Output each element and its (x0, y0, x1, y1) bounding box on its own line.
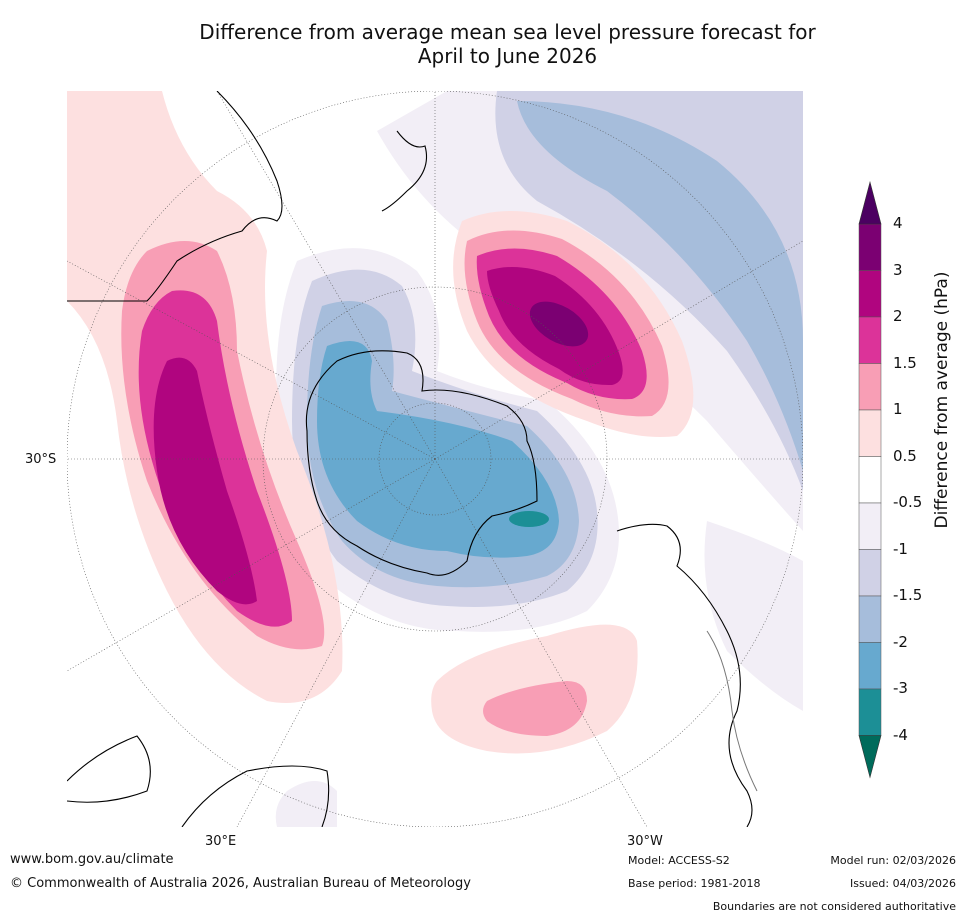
model-run-date: Model run: 02/03/2026 (830, 854, 956, 867)
pressure-anomaly-map (67, 91, 803, 827)
colorbar-bin (858, 502, 882, 550)
colorbar-tick-label: -2 (893, 632, 908, 651)
south-america-coast (616, 523, 753, 827)
colorbar-tick-label: -3 (893, 679, 908, 697)
colorbar-tick-label: 1.5 (893, 353, 917, 372)
colorbar-bin (858, 409, 882, 457)
colorbar-bin (858, 270, 882, 318)
anomaly-region-atlantic-high (431, 624, 638, 754)
colorbar-title: Difference from average (hPa) (932, 271, 952, 529)
colorbar (858, 180, 882, 779)
colorbar-bin (858, 688, 882, 736)
website-link[interactable]: www.bom.gov.au/climate (10, 852, 174, 867)
base-period: Base period: 1981-2018 (628, 877, 761, 890)
colorbar-tick-label: -1.5 (893, 586, 923, 604)
australia-coast (67, 91, 283, 302)
chart-title-line2: April to June 2026 (417, 44, 598, 68)
colorbar-over-arrow (858, 180, 882, 225)
colorbar-bin (858, 456, 882, 504)
anomaly-region-antarctic-low (276, 248, 619, 632)
colorbar-bin (858, 223, 882, 271)
issued-date: Issued: 04/03/2026 (849, 877, 956, 890)
colorbar-under-arrow (858, 735, 882, 779)
antarctica-coast (305, 350, 538, 576)
colorbar-tick-label: 0.5 (893, 446, 917, 465)
colorbar-tick-label: 3 (893, 260, 903, 279)
colorbar-bin (858, 595, 882, 643)
anomaly-region-south-america-low (704, 521, 803, 711)
coastlines (67, 91, 753, 827)
colorbar-tick-label: -1 (893, 539, 908, 558)
copyright-text: © Commonwealth of Australia 2026, Austra… (10, 876, 471, 891)
colorbar-bin (858, 363, 882, 411)
chart-title-line1: Difference from average mean sea level p… (199, 20, 816, 44)
colorbar-tick-label: -0.5 (893, 493, 923, 511)
colorbar-tick-label: -4 (893, 725, 908, 744)
longitude-label-30w: 30°W (627, 834, 663, 849)
latitude-label-30s: 30°S (25, 452, 57, 467)
colorbar-bins (858, 223, 882, 736)
border-lines (706, 630, 758, 792)
chart-title: Difference from average mean sea level p… (0, 20, 965, 68)
boundary-disclaimer: Boundaries are not considered authoritat… (712, 900, 956, 913)
graticule (67, 91, 803, 827)
colorbar-bin (858, 549, 882, 597)
colorbar-bin (858, 642, 882, 690)
longitude-label-30e: 30°E (205, 834, 237, 849)
colorbar-tick-label: 1 (893, 400, 903, 418)
africa-coast (181, 765, 330, 827)
anomaly-region-pacific-high (453, 211, 694, 437)
new-zealand-coast (381, 130, 428, 212)
model-name: Model: ACCESS-S2 (628, 854, 730, 867)
anomaly-region-africa-low (275, 781, 337, 827)
colorbar-tick-label: 2 (893, 307, 903, 325)
madagascar-coast (67, 735, 151, 803)
anomaly-region-indian-high (67, 91, 343, 703)
colorbar-bin (858, 316, 882, 364)
colorbar-tick-label: 4 (893, 214, 903, 232)
